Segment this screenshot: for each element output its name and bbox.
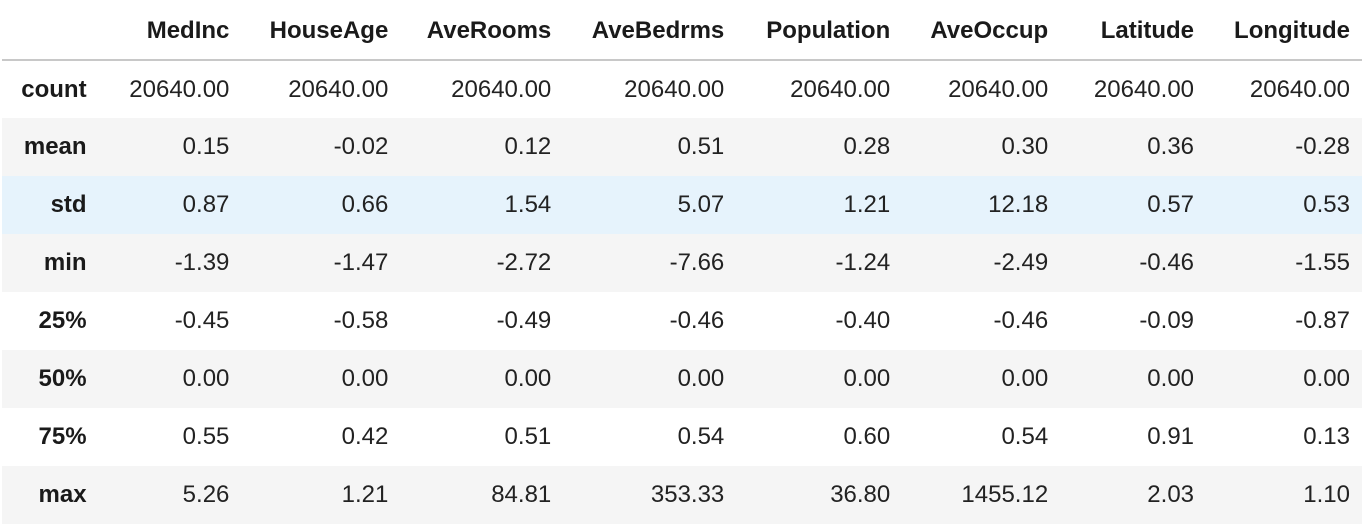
table-cell: -1.24 <box>835 249 891 276</box>
table-cell: -0.46 <box>669 307 725 334</box>
table-cell: 1.21 <box>843 191 891 218</box>
row-label: mean <box>23 133 87 160</box>
table-cell: 20640.00 <box>288 75 389 103</box>
column-header-averooms: AveRooms <box>400 2 564 61</box>
table-row-75pct: 75% 0.55 0.42 0.51 0.54 0.60 0.54 0.91 0… <box>2 408 1362 466</box>
table-cell: -0.46 <box>1139 249 1195 276</box>
table-cell: 0.91 <box>1147 423 1195 450</box>
table-cell: 20640.00 <box>1249 75 1350 103</box>
table-cell: 0.66 <box>341 191 389 218</box>
table-cell: 36.80 <box>830 481 891 508</box>
table-cell: 0.13 <box>1303 423 1350 450</box>
table-row-mean: mean 0.15 -0.02 0.12 0.51 0.28 0.30 0.36… <box>2 118 1362 176</box>
table-cell: 0.55 <box>182 423 230 450</box>
table-cell: 353.33 <box>650 481 725 508</box>
table-body: count 20640.00 20640.00 20640.00 20640.0… <box>2 60 1362 524</box>
row-label: min <box>43 249 87 276</box>
column-header-aveoccup: AveOccup <box>902 2 1061 61</box>
table-cell: 20640.00 <box>129 75 230 103</box>
table-cell: 1.10 <box>1303 481 1350 508</box>
table-cell: -0.58 <box>333 307 389 334</box>
row-label: count <box>21 75 87 103</box>
column-header-avebedrms: AveBedrms <box>563 2 737 61</box>
table-cell: 0.00 <box>1303 365 1350 392</box>
table-cell: -0.02 <box>333 133 389 160</box>
table-row-std: std 0.87 0.66 1.54 5.07 1.21 12.18 0.57 … <box>2 176 1362 234</box>
table-cell: -1.39 <box>174 249 230 276</box>
table-row-min: min -1.39 -1.47 -2.72 -7.66 -1.24 -2.49 … <box>2 234 1362 292</box>
table-cell: 5.07 <box>677 191 725 218</box>
table-cell: 0.12 <box>504 133 552 160</box>
table-cell: 0.36 <box>1147 133 1195 160</box>
table-cell: 20640.00 <box>624 75 725 103</box>
table-cell: -0.28 <box>1295 133 1350 160</box>
table-cell: 0.00 <box>677 365 725 392</box>
table-cell: 20640.00 <box>1093 75 1195 103</box>
column-header-longitude: Longitude <box>1206 2 1362 61</box>
table-cell: 20640.00 <box>451 75 552 103</box>
table-header: MedInc HouseAge AveRooms AveBedrms Popul… <box>2 2 1362 61</box>
table-cell: 0.15 <box>182 133 230 160</box>
table-cell: -1.55 <box>1295 249 1350 276</box>
table-cell: 5.26 <box>182 481 230 508</box>
table-cell: 20640.00 <box>790 75 891 103</box>
table-cell: 0.87 <box>182 191 230 218</box>
table-cell: 0.54 <box>677 423 725 450</box>
table-cell: -0.87 <box>1295 307 1350 334</box>
table-cell: 0.60 <box>843 423 891 450</box>
row-label: max <box>38 481 87 508</box>
table-row-count: count 20640.00 20640.00 20640.00 20640.0… <box>2 60 1362 118</box>
table-cell: 20640.00 <box>948 75 1049 103</box>
row-label: 75% <box>38 423 87 450</box>
table-cell: 0.00 <box>341 365 389 392</box>
column-header-latitude: Latitude <box>1060 2 1207 61</box>
table-cell: 2.03 <box>1147 481 1195 508</box>
table-cell: 84.81 <box>491 481 552 508</box>
table-cell: 1455.12 <box>961 481 1049 508</box>
column-header-houseage: HouseAge <box>241 2 401 61</box>
table-cell: -0.46 <box>993 307 1049 334</box>
table-row-25pct: 25% -0.45 -0.58 -0.49 -0.46 -0.40 -0.46 … <box>2 292 1362 350</box>
column-header-medinc: MedInc <box>98 2 242 61</box>
table-cell: 0.51 <box>677 133 725 160</box>
table-row-max: max 5.26 1.21 84.81 353.33 36.80 1455.12… <box>2 466 1362 524</box>
table-cell: 1.21 <box>341 481 389 508</box>
table-cell: -0.09 <box>1139 307 1195 334</box>
table-cell: 0.54 <box>1001 423 1049 450</box>
table-cell: 0.42 <box>341 423 389 450</box>
row-label: std <box>50 191 87 218</box>
table-cell: 0.30 <box>1001 133 1049 160</box>
table-cell: 0.57 <box>1147 191 1195 218</box>
table-cell: 0.28 <box>843 133 891 160</box>
column-header-population: Population <box>736 2 903 61</box>
table-cell: -7.66 <box>669 249 725 276</box>
table-cell: 0.00 <box>843 365 891 392</box>
table-row-50pct: 50% 0.00 0.00 0.00 0.00 0.00 0.00 0.00 0… <box>2 350 1362 408</box>
table-cell: -2.72 <box>496 249 552 276</box>
table-cell: 0.00 <box>182 365 230 392</box>
table-cell: -0.40 <box>835 307 891 334</box>
table-cell: 0.00 <box>1147 365 1195 392</box>
header-row: MedInc HouseAge AveRooms AveBedrms Popul… <box>2 2 1362 61</box>
table-cell: -1.47 <box>333 249 389 276</box>
table-cell: 1.54 <box>504 191 552 218</box>
table-cell: 0.51 <box>504 423 552 450</box>
table-cell: 0.00 <box>504 365 552 392</box>
table-cell: 0.00 <box>1001 365 1049 392</box>
table-cell: -0.49 <box>496 307 552 334</box>
table-cell: 12.18 <box>988 191 1049 218</box>
index-header-blank <box>2 2 99 61</box>
table-cell: -2.49 <box>993 249 1049 276</box>
table-cell: -0.45 <box>174 307 230 334</box>
table-cell: 0.53 <box>1303 191 1350 218</box>
row-label: 50% <box>38 365 87 392</box>
row-label: 25% <box>38 307 87 334</box>
